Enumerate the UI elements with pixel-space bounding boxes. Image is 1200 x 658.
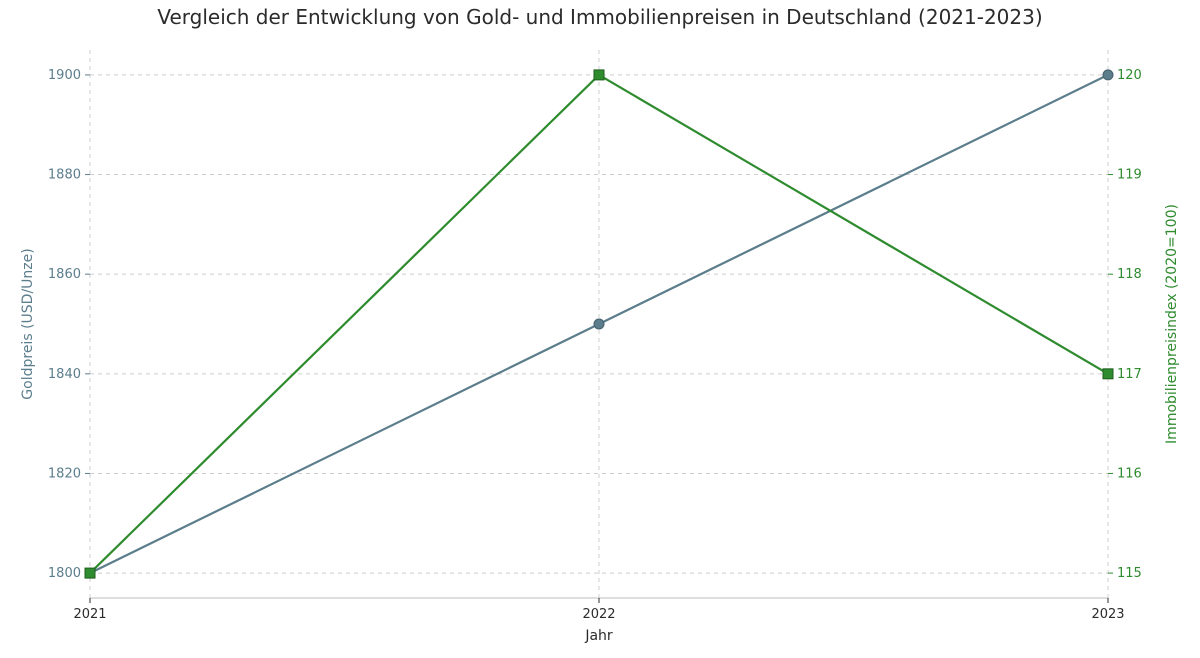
y-right-axis-label: Immobilienpreisindex (2020=100): [1164, 204, 1180, 444]
y-axis-left: 1800 1820 1840 1860 1880 1900: [48, 68, 90, 581]
y-left-tick-label: 1900: [48, 68, 81, 83]
y-left-tick-label: 1860: [48, 267, 81, 282]
marker-immo: [85, 568, 95, 578]
y-axis-right: 115 116 117 118 119 120: [1108, 68, 1142, 581]
marker-immo: [594, 70, 604, 80]
chart-container: Vergleich der Entwicklung von Gold- und …: [0, 0, 1200, 658]
x-axis: 2021 2022 2023: [73, 598, 1124, 622]
y-left-tick-label: 1840: [48, 367, 81, 382]
x-axis-label: Jahr: [584, 628, 613, 644]
y-right-tick-label: 117: [1117, 367, 1142, 382]
marker-gold: [594, 319, 604, 329]
marker-immo: [1103, 369, 1113, 379]
y-right-tick-label: 118: [1117, 267, 1142, 282]
y-left-axis-label: Goldpreis (USD/Unze): [20, 248, 36, 399]
y-left-tick-label: 1880: [48, 168, 81, 183]
x-tick-label: 2023: [1091, 607, 1124, 622]
y-right-tick-label: 119: [1117, 168, 1142, 183]
y-right-tick-label: 116: [1117, 466, 1142, 481]
chart-svg: Vergleich der Entwicklung von Gold- und …: [0, 0, 1200, 658]
y-right-tick-label: 115: [1117, 566, 1142, 581]
y-left-tick-label: 1820: [48, 466, 81, 481]
chart-title: Vergleich der Entwicklung von Gold- und …: [157, 5, 1042, 29]
marker-gold: [1103, 70, 1113, 80]
x-tick-label: 2022: [582, 607, 615, 622]
x-tick-label: 2021: [73, 607, 106, 622]
y-left-tick-label: 1800: [48, 566, 81, 581]
y-right-tick-label: 120: [1117, 68, 1142, 83]
